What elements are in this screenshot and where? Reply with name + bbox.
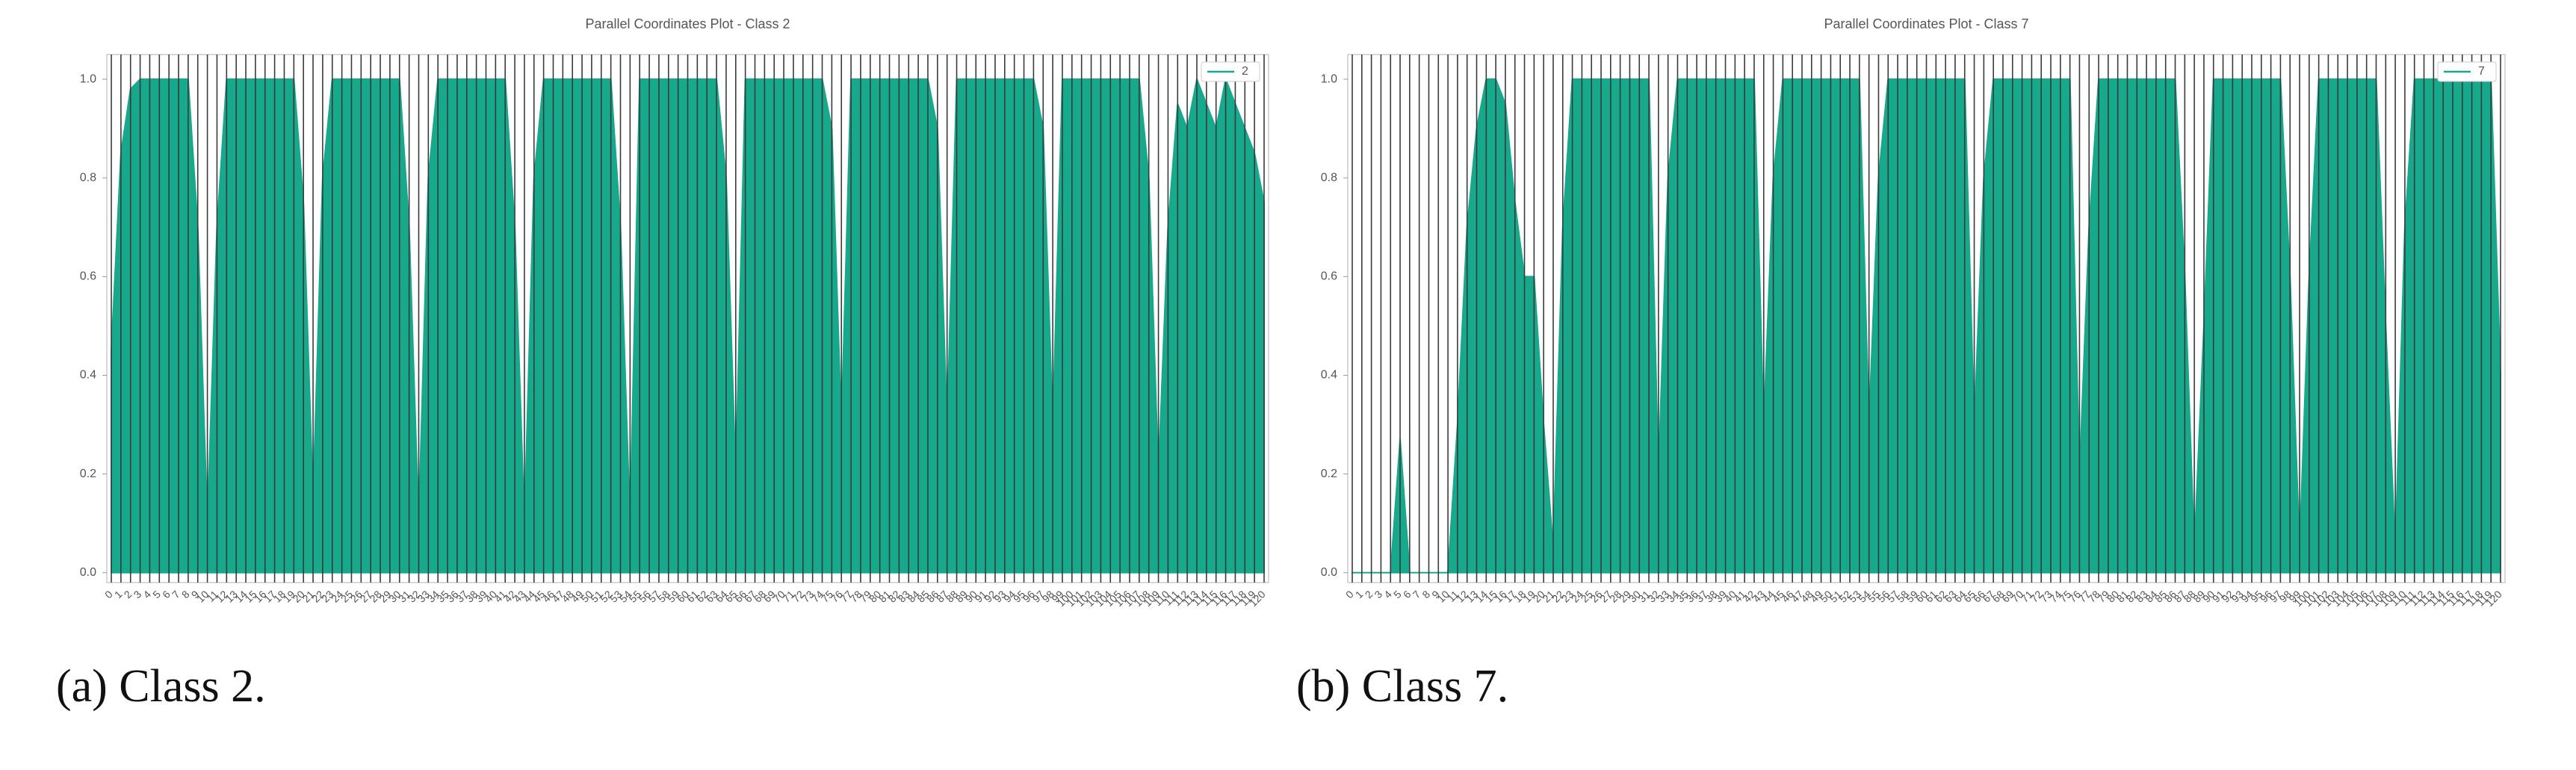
y-tick-label: 1.0 [80,72,96,85]
y-tick-label: 0.0 [1321,566,1337,579]
chart: Parallel Coordinates Plot - Class 7 0.0 0.… [1321,16,2506,609]
y-tick-label: 0.6 [1321,270,1337,283]
y-tick-label: 0.8 [80,171,96,184]
legend-label: 2 [1242,65,1248,78]
chart-title: Parallel Coordinates Plot - Class 2 [585,16,790,31]
y-tick-label: 1.0 [1321,72,1337,85]
y-tick-label: 0.0 [80,566,96,579]
y-tick-label: 0.4 [80,369,96,382]
y-tick-label: 0.6 [80,270,96,283]
y-tick-label: 0.8 [1321,171,1337,184]
y-tick-label: 0.4 [1321,369,1337,382]
caption: (b) Class 7. [1296,661,1508,712]
y-tick-label: 0.2 [1321,468,1337,480]
chart: Parallel Coordinates Plot - Class 2 0.0 0.… [80,16,1269,609]
y-tick-label: 0.2 [80,468,96,480]
caption: (a) Class 2. [56,661,266,712]
chart-title: Parallel Coordinates Plot - Class 7 [1824,16,2028,31]
legend-label: 7 [2478,65,2485,78]
